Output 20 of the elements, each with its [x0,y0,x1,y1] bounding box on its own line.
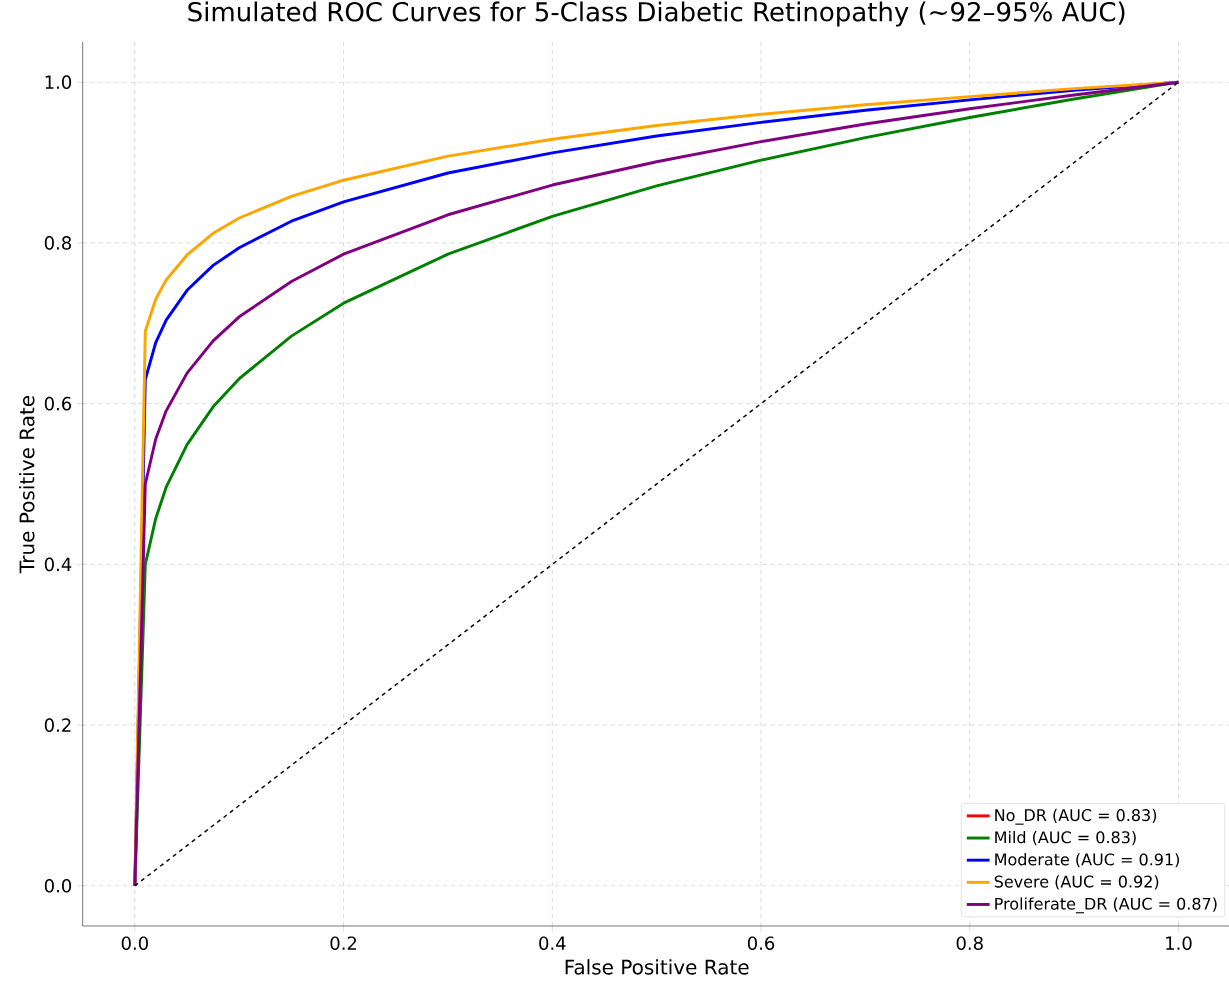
y-tick-label: 0.0 [44,878,72,893]
chart-title: Simulated ROC Curves for 5-Class Diabetic Retinopathy (~92–95% AUC) [188,1,1125,27]
legend-label: Mild (AUC = 0.83) [995,830,1136,846]
y-tick-label: 0.8 [44,236,72,250]
x-tick-label: 0.4 [539,936,566,950]
x-tick-label: 0.6 [747,936,775,950]
y-tick-label: 1.0 [45,75,72,89]
x-axis-title: False Positive Rate [565,959,749,975]
x-tick-label: 0.0 [121,936,148,950]
legend-label: No_DR (AUC = 0.83) [995,808,1157,825]
x-tick-label: 0.8 [956,936,983,950]
y-tick-label: 0.2 [44,718,71,732]
y-tick-label: 0.4 [44,557,72,572]
y-axis-title: True Positive Rate [19,395,35,574]
legend-label: Severe (AUC = 0.92) [994,875,1159,890]
legend-label: Moderate (AUC = 0.91) [995,853,1179,868]
x-tick-label: 0.2 [330,936,357,950]
x-tick-label: 1.0 [1166,936,1192,950]
legend-label: Proliferate_DR (AUC = 0.87) [995,897,1217,914]
y-tick-label: 0.6 [44,396,72,411]
